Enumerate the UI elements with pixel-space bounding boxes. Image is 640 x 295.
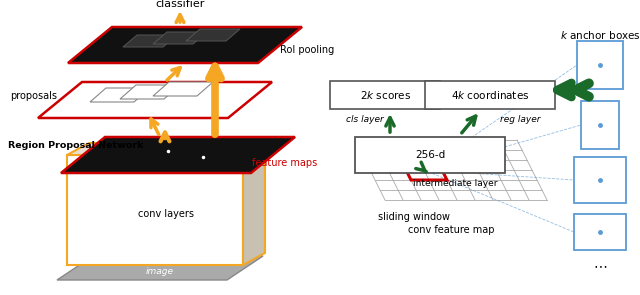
Polygon shape	[38, 82, 272, 118]
Bar	[577, 41, 623, 89]
Bar	[355, 137, 505, 173]
Text: 2$k$ scores: 2$k$ scores	[360, 89, 410, 101]
Text: sliding window: sliding window	[378, 212, 450, 222]
Text: 4$k$ coordinates: 4$k$ coordinates	[451, 89, 529, 101]
Polygon shape	[120, 85, 180, 99]
Text: proposals: proposals	[10, 91, 57, 101]
Bar	[574, 157, 626, 203]
Polygon shape	[153, 82, 213, 96]
Text: conv layers: conv layers	[138, 209, 194, 219]
Polygon shape	[68, 27, 302, 63]
Text: feature maps: feature maps	[252, 158, 317, 168]
Text: reg layer: reg layer	[500, 115, 540, 124]
Text: intermediate layer: intermediate layer	[413, 179, 497, 188]
Text: Region Proposal Network: Region Proposal Network	[8, 140, 143, 150]
Bar	[330, 81, 440, 109]
Polygon shape	[57, 256, 263, 280]
Text: $\cdots$: $\cdots$	[593, 258, 607, 272]
Polygon shape	[243, 143, 265, 265]
Text: cls layer: cls layer	[346, 115, 384, 124]
Polygon shape	[67, 155, 243, 265]
Bar	[425, 81, 555, 109]
Polygon shape	[186, 29, 240, 41]
Polygon shape	[123, 35, 177, 47]
Text: image: image	[146, 266, 174, 276]
Polygon shape	[153, 32, 207, 44]
Bar	[581, 101, 619, 149]
Text: classifier: classifier	[156, 0, 205, 9]
Text: 256-d: 256-d	[415, 150, 445, 160]
Bar	[574, 214, 626, 250]
Text: conv feature map: conv feature map	[408, 225, 494, 235]
Polygon shape	[61, 137, 295, 173]
Text: $k$ anchor boxes: $k$ anchor boxes	[559, 29, 640, 41]
Polygon shape	[90, 88, 150, 102]
Text: RoI pooling: RoI pooling	[280, 45, 334, 55]
Polygon shape	[67, 143, 265, 155]
